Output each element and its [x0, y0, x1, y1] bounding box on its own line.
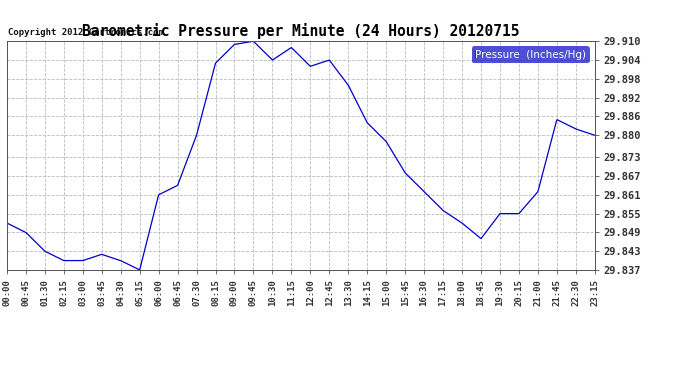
Title: Barometric Pressure per Minute (24 Hours) 20120715: Barometric Pressure per Minute (24 Hours… [82, 23, 520, 39]
Text: Copyright 2012 Cartronics.com: Copyright 2012 Cartronics.com [8, 28, 164, 37]
Legend: Pressure  (Inches/Hg): Pressure (Inches/Hg) [473, 46, 589, 63]
